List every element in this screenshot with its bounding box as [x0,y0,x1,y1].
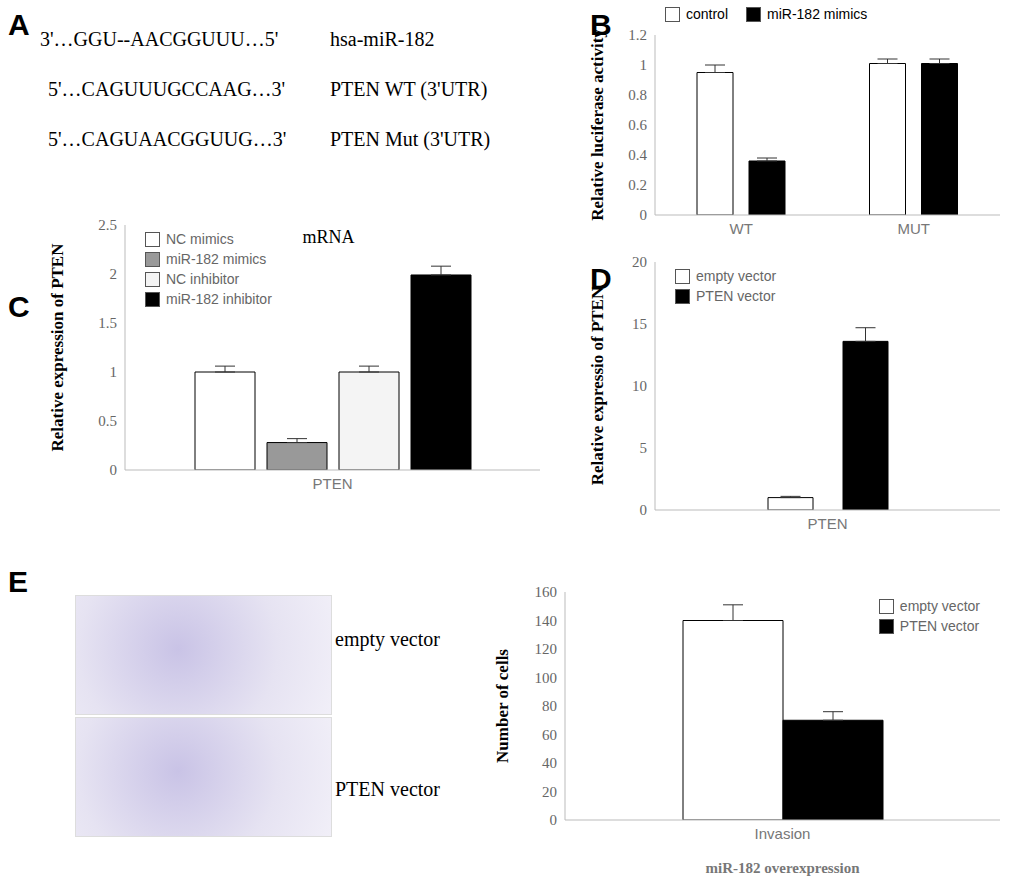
svg-text:0.8: 0.8 [628,87,647,103]
svg-text:10: 10 [632,378,647,394]
svg-text:0.5: 0.5 [98,413,117,429]
svg-text:Invasion: Invasion [755,825,811,842]
svg-text:0.4: 0.4 [628,147,647,163]
html-text:PTEN Mut (3'UTR): PTEN Mut (3'UTR) [330,128,491,150]
html-text:NC inhibitor: NC inhibitor [166,271,240,287]
svg-text:PTEN: PTEN [807,515,847,532]
svg-text:Number of cells: Number of cells [493,649,512,763]
html-text:5'…CAGUAACGGUUG…3': 5'…CAGUAACGGUUG…3' [48,128,287,150]
svg-text:1: 1 [640,57,648,73]
svg-text:miR-182 overexpression: miR-182 overexpression [705,860,860,876]
svg-text:20: 20 [632,254,647,270]
svg-text:120: 120 [535,641,558,657]
svg-text:140: 140 [535,613,558,629]
svg-text:Relative expression of PTEN: Relative expression of PTEN [48,243,67,452]
svg-text:0: 0 [550,812,558,828]
html-text:A: A [8,8,30,41]
html-text:miR-182 mimics: miR-182 mimics [166,251,267,267]
svg-text:60: 60 [542,727,557,743]
html-text:mRNA: mRNA [302,227,355,247]
html-text:PTEN vector: PTEN vector [696,288,776,304]
svg-text:5: 5 [640,440,648,456]
svg-text:0.6: 0.6 [628,117,647,133]
svg-text:Relative expressio of PTEN: Relative expressio of PTEN [588,286,607,485]
html-text:miR-182 mimics: miR-182 mimics [767,6,868,22]
html-text:B: B [590,8,612,41]
html-text:hsa-miR-182: hsa-miR-182 [330,28,435,50]
html-text:E: E [8,565,28,598]
html-text:control: control [686,6,728,22]
html-text:D: D [590,262,612,295]
svg-text:0.2: 0.2 [628,177,647,193]
svg-text:80: 80 [542,698,557,714]
svg-text:MUT: MUT [898,220,931,237]
svg-text:1.5: 1.5 [98,315,117,331]
html-text:C: C [8,290,30,323]
svg-text:0: 0 [640,502,648,518]
svg-text:Relative luciferase activity: Relative luciferase activity [588,29,607,221]
html-text:empty vector: empty vector [696,268,777,284]
svg-text:0: 0 [640,207,648,223]
html-text:miR-182 inhibitor: miR-182 inhibitor [166,291,272,307]
svg-text:1.2: 1.2 [628,27,647,43]
html-text:5'…CAGUUUGCCAAG…3': 5'…CAGUUUGCCAAG…3' [48,78,286,100]
svg-text:40: 40 [542,755,557,771]
svg-text:WT: WT [730,220,753,237]
svg-text:160: 160 [535,584,558,600]
svg-text:PTEN: PTEN [312,475,352,492]
html-text:PTEN vector: PTEN vector [899,618,980,634]
svg-text:100: 100 [535,670,558,686]
svg-text:0: 0 [110,462,118,478]
html-text:PTEN vector: PTEN vector [335,778,440,800]
html-text:empty vector: empty vector [335,628,440,650]
html-text:empty vector: empty vector [899,598,980,614]
svg-text:15: 15 [632,316,647,332]
html-text:3'…GGU--AACGGUUU…5': 3'…GGU--AACGGUUU…5' [40,28,279,50]
svg-text:2.5: 2.5 [98,217,117,233]
svg-text:1: 1 [110,364,118,380]
svg-text:2: 2 [110,266,118,282]
html-text:NC mimics: NC mimics [166,231,234,247]
svg-text:20: 20 [542,784,557,800]
html-text:PTEN WT (3'UTR): PTEN WT (3'UTR) [330,78,488,100]
